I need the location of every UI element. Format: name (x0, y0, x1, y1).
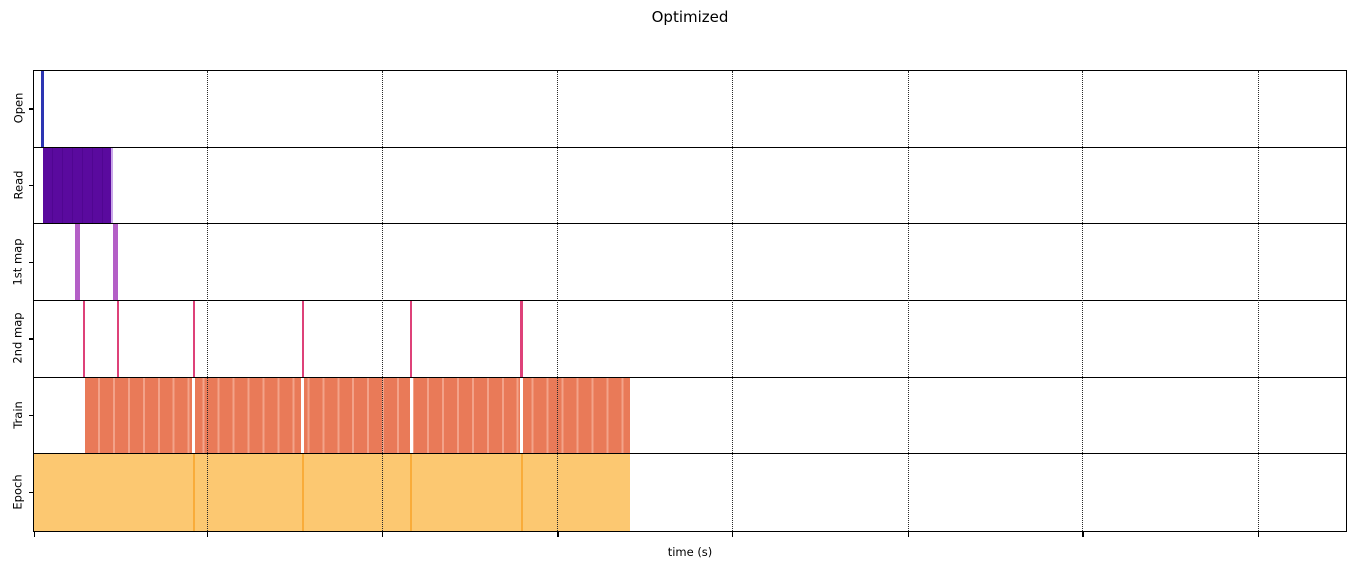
2nd-map-marker (520, 301, 524, 377)
y-tick (29, 261, 33, 263)
gridline (1258, 71, 1260, 531)
1st-map-bar (112, 224, 118, 300)
y-tick (29, 415, 33, 417)
y-tick-label: 2nd map (11, 312, 25, 364)
y-tick (29, 491, 33, 493)
epoch-marker (410, 454, 413, 531)
y-tick-label: Epoch (11, 474, 25, 510)
y-tick (29, 338, 33, 340)
track-train (34, 377, 1346, 455)
y-tick (29, 108, 33, 110)
1st-map-bar (75, 224, 81, 300)
x-tick (1082, 532, 1084, 537)
y-tick-label: 1st map (11, 238, 25, 286)
read-bar (42, 147, 114, 224)
epoch-marker (192, 454, 195, 531)
epoch-bar (34, 454, 631, 531)
track-epoch (34, 454, 1346, 531)
y-tick-label: Read (11, 170, 25, 200)
train-marker (520, 377, 523, 454)
y-tick-label-wrap: 1st map (6, 223, 30, 300)
y-tick-label: Open (11, 92, 25, 124)
x-tick (907, 532, 909, 537)
gridline (731, 71, 733, 531)
2nd-map-marker (116, 301, 119, 377)
2nd-map-marker (192, 301, 195, 377)
y-tick-label-wrap: Read (6, 147, 30, 224)
x-tick (1258, 532, 1260, 537)
x-tick (381, 532, 384, 537)
y-tick (29, 185, 33, 187)
y-tick-label-wrap: Train (6, 377, 30, 454)
epoch-marker (301, 454, 304, 531)
2nd-map-marker (83, 301, 86, 377)
train-bar (84, 377, 631, 454)
gridline (1082, 71, 1084, 531)
chart-title: Optimized (651, 8, 729, 26)
gridline (907, 71, 909, 531)
train-marker (301, 377, 304, 454)
x-tick (557, 532, 559, 537)
y-tick-label-wrap: Open (6, 70, 30, 147)
y-tick-label-wrap: Epoch (6, 453, 30, 530)
open-bar (41, 71, 44, 147)
x-tick (731, 532, 734, 537)
2nd-map-marker (410, 301, 413, 377)
gridline (557, 71, 559, 531)
gridline (206, 71, 208, 531)
track-read (34, 147, 1346, 225)
plot-area (33, 70, 1347, 532)
x-tick (34, 532, 36, 537)
epoch-marker (520, 454, 523, 531)
track-1st-map (34, 224, 1346, 301)
gridline (381, 71, 383, 531)
y-tick-label: Train (11, 401, 25, 429)
y-tick-label-wrap: 2nd map (6, 300, 30, 377)
x-tick (206, 532, 208, 537)
2nd-map-marker (301, 301, 304, 377)
train-marker (410, 377, 413, 454)
read-marker (110, 147, 114, 224)
train-marker (192, 377, 195, 454)
x-axis-label: time (s) (667, 545, 713, 559)
track-2nd-map (34, 301, 1346, 378)
track-open (34, 71, 1346, 148)
